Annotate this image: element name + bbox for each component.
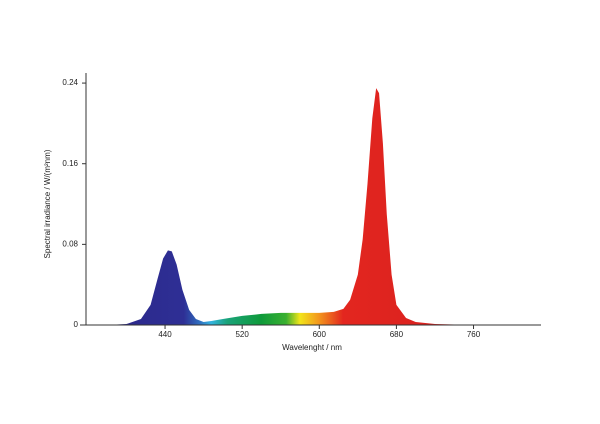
y-tick-label: 0.08 <box>62 239 78 248</box>
x-tick-label: 600 <box>313 330 327 339</box>
x-tick-label: 520 <box>235 330 249 339</box>
y-tick-label: 0 <box>74 320 79 329</box>
y-axis-label: Spectral irradiance / W/(m²nm) <box>43 149 52 258</box>
x-tick-label: 760 <box>467 330 481 339</box>
x-tick-label: 680 <box>390 330 404 339</box>
spectrum-area <box>107 88 493 326</box>
x-tick-label: 440 <box>158 330 172 339</box>
x-axis-label: Wavelenght / nm <box>282 343 342 352</box>
y-tick-label: 0.24 <box>62 78 78 87</box>
y-tick-label: 0.16 <box>62 159 78 168</box>
